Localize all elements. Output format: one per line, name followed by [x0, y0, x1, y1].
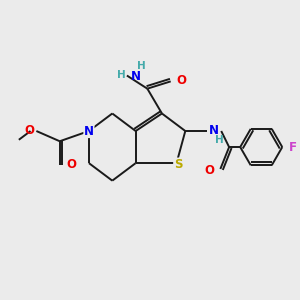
Text: N: N	[84, 124, 94, 137]
Text: H: H	[215, 135, 224, 145]
Text: N: N	[131, 70, 141, 83]
Text: H: H	[117, 70, 126, 80]
Text: O: O	[24, 124, 34, 137]
Text: F: F	[289, 141, 297, 154]
Text: H: H	[137, 61, 146, 71]
Text: O: O	[176, 74, 187, 87]
Text: O: O	[66, 158, 76, 171]
Text: O: O	[204, 164, 214, 177]
Text: N: N	[209, 124, 219, 137]
Text: S: S	[174, 158, 182, 171]
